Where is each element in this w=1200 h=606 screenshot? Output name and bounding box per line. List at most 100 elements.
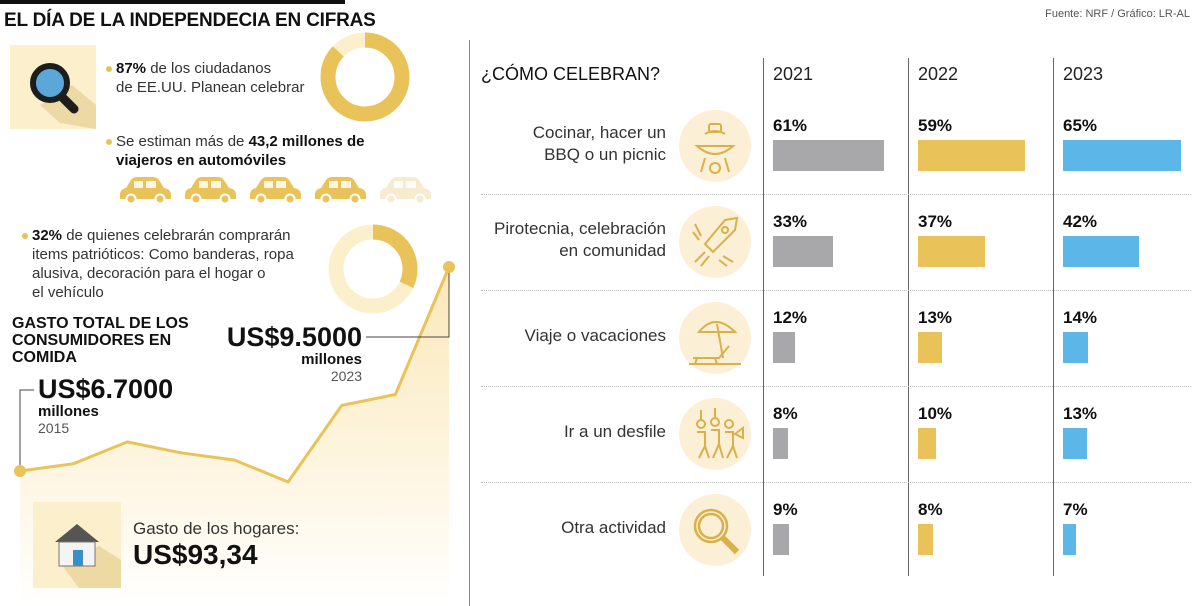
bar-2022 [918,236,986,267]
bullet-icon [22,233,28,240]
bar-label: 9% [773,500,798,519]
patriotic-text-1: de quienes celebrarán comprarán [62,227,291,244]
year-header: 2023 [1063,64,1104,84]
category-label: Ir a un desfile [476,421,666,443]
category-label-line: Cocinar, hacer un [532,123,666,142]
category-label-line: Viaje o vacaciones [524,326,666,345]
patriotic-text-2: items patrióticos: Como banderas, ropa [32,246,294,263]
bar-2022 [918,524,933,555]
category-label-line: Ir a un desfile [563,422,666,441]
category-label: Cocinar, hacer un BBQ o un picnic [476,122,666,166]
panel-divider [469,40,470,606]
grill-icon [679,110,751,182]
rocket-icon [679,206,751,278]
category-label-line: Pirotecnia, celebración [494,219,666,238]
bar-label: 13% [1063,404,1098,423]
bar-label: 59% [918,116,953,135]
spending-area-chart [14,261,455,606]
donut-celebrate-arc [320,32,410,122]
travelers-prefix: Se estiman más de [116,133,249,150]
spending-title: GASTO TOTAL DE LOS CONSUMIDORES EN COMID… [12,315,212,366]
bar-2023 [1063,236,1140,267]
bar-label: 37% [918,212,953,231]
category-label: Pirotecnia, celebración en comunidad [476,218,666,262]
bar-label: 13% [918,308,953,327]
celebrate-text-1: de los ciudadanos [146,60,272,77]
spending-end-callout: US$9.5000 millones 2023 [222,322,362,384]
bar-label: 42% [1063,212,1098,231]
house-icon [55,524,121,588]
spending-title-line-2: CONSUMIDORES EN [12,332,172,349]
spending-start-dot [14,465,26,477]
parade-icon [679,398,751,470]
beach-icon [679,302,751,374]
search-icon [679,494,751,566]
category-label: Viaje o vacaciones [476,325,666,347]
bar-2023 [1063,140,1181,171]
celebrate-text-2: de EE.UU. Planean celebrar [116,79,305,96]
spending-start-year: 2015 [38,420,70,436]
bullet-icon [106,66,112,73]
donut-patriotic-arc [328,224,418,314]
bar-2021 [773,236,833,267]
page-title: EL DÍA DE LA INDEPENDECIA EN CIFRAS [4,10,376,31]
travelers-bold: 43,2 millones de [248,133,365,150]
bar-2021 [773,140,884,171]
bar-label: 65% [1063,116,1098,135]
spending-end-value: US$9.5000 [226,322,362,352]
car-icon-faded [380,177,431,205]
spending-start-value: US$6.7000 [38,374,174,404]
column-divider [763,58,764,576]
bar-2021 [773,524,790,555]
bar-2023 [1063,428,1087,459]
spending-title-line-3: COMIDA [12,349,77,366]
category-label-line: en comunidad [559,241,666,260]
stat-travelers: Se estiman más de 43,2 millones de viaje… [106,132,406,170]
spending-end-dot [443,261,455,273]
spending-end-year: 2023 [330,368,362,384]
car-icon [315,177,366,205]
car-icon [185,177,236,205]
bar-2023 [1063,332,1089,363]
bar-2021 [773,332,795,363]
bar-label: 61% [773,116,808,135]
start-leader-line [19,389,34,465]
car-icon [250,177,301,205]
row-separator [481,386,1191,387]
car-icon [120,177,171,205]
spending-area-fill [20,267,449,606]
bar-2022 [918,332,942,363]
bullet-icon [106,139,112,146]
donut-patriotic [328,224,418,314]
bar-2022 [918,140,1026,171]
category-label-line: BBQ o un picnic [544,145,666,164]
bar-label: 7% [1063,500,1088,519]
title-rule [0,0,345,4]
stat-patriotic: 32% de quienes celebrarán comprarán item… [22,226,322,302]
source-credit: Fuente: NRF / Gráfico: LR-AL [1045,8,1190,20]
row-separator [481,482,1191,483]
year-header: 2022 [918,64,959,84]
bar-label: 8% [773,404,798,423]
spending-start-callout: US$6.7000 millones 2015 [38,374,173,436]
stat-celebrate: 87% de los ciudadanos de EE.UU. Planean … [106,59,321,97]
column-divider [1053,58,1054,576]
bar-label: 8% [918,500,943,519]
patriotic-text-4: el vehículo [32,284,104,301]
patriotic-text-3: alusiva, decoración para el hogar o [32,265,266,282]
spending-title-line-1: GASTO TOTAL DE LOS [12,315,189,332]
row-separator [481,290,1191,291]
celebrate-pct: 87% [116,60,147,77]
category-label-line: Otra actividad [561,518,666,537]
donut-celebrate [320,32,410,122]
magnifier-box [10,45,96,129]
bar-label: 12% [773,308,808,327]
house-box [33,502,121,588]
spending-end-unit: millones [301,351,362,368]
car-row [116,173,446,209]
chart-title: ¿CÓMO CELEBRAN? [481,64,661,84]
spending-line [19,266,451,484]
bar-2021 [773,428,788,459]
spending-start-unit: millones [38,403,99,420]
household-label: Gasto de los hogares: [133,519,300,538]
